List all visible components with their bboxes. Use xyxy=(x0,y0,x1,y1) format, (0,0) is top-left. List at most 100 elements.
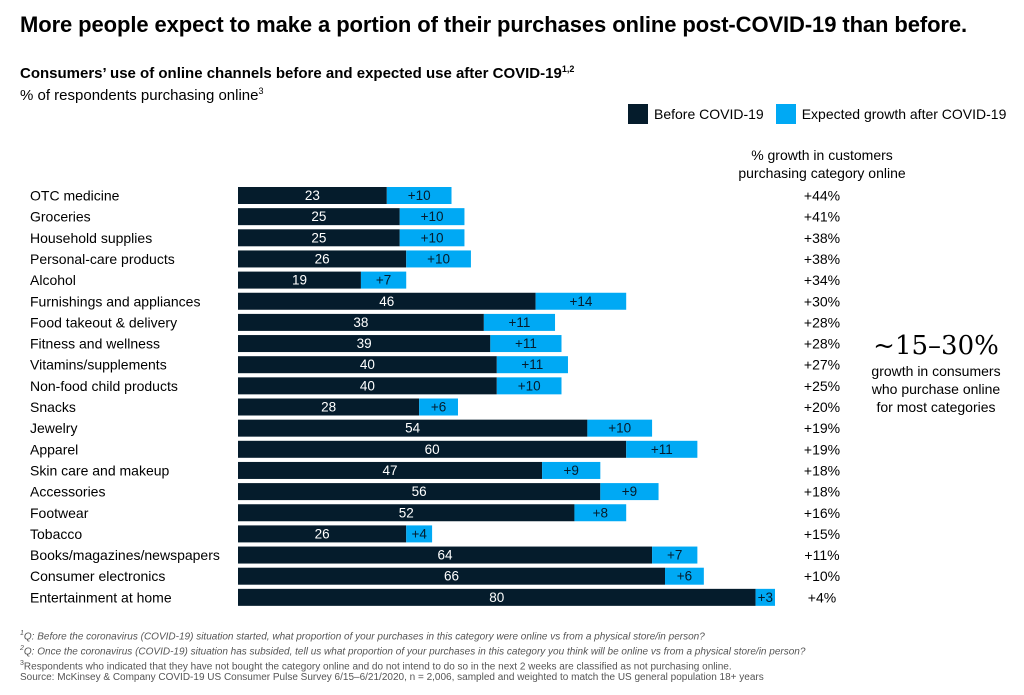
growth-value: +19% xyxy=(804,441,840,457)
legend-label-before: Before COVID-19 xyxy=(654,106,764,122)
category-label: Apparel xyxy=(30,441,78,457)
growth-value: +18% xyxy=(804,462,840,478)
bar-before xyxy=(238,208,400,226)
data-label-after: +6 xyxy=(431,400,446,415)
bar-after xyxy=(496,377,562,395)
data-label-before: 47 xyxy=(383,463,398,478)
data-label-before: 38 xyxy=(353,315,368,330)
data-label-before: 40 xyxy=(360,357,375,372)
bar-before xyxy=(238,313,484,331)
data-label-after: +7 xyxy=(667,548,682,563)
bar-after xyxy=(665,567,704,585)
legend-item-before: Before COVID-19 xyxy=(628,104,764,124)
bar-after xyxy=(490,335,562,353)
data-label-after: +14 xyxy=(569,294,592,309)
callout-value: ~15–30% xyxy=(873,331,999,361)
category-label: Books/magazines/newspapers xyxy=(30,547,220,563)
bar-after xyxy=(406,250,471,268)
data-label-after: +10 xyxy=(518,378,541,393)
footnote-2: 2Q: Once the coronavirus (COVID-19) situ… xyxy=(20,644,806,658)
footnote-1: 1Q: Before the coronavirus (COVID-19) si… xyxy=(20,630,705,643)
growth-value: +38% xyxy=(804,230,840,246)
category-label: Alcohol xyxy=(30,272,76,288)
chart-subtitle: % of respondents purchasing online3 xyxy=(20,86,264,104)
legend-item-after: Expected growth after COVID-19 xyxy=(775,104,1007,124)
chart-title: Consumers’ use of online channels before… xyxy=(20,64,575,82)
data-label-after: +10 xyxy=(421,209,444,224)
data-label-after: +10 xyxy=(421,230,444,245)
growth-value: +30% xyxy=(804,293,840,309)
growth-value: +16% xyxy=(804,505,840,521)
growth-value: +38% xyxy=(804,251,840,267)
category-label: Jewelry xyxy=(30,420,77,436)
bar-before xyxy=(238,567,666,585)
bar-before xyxy=(238,419,588,437)
bar-after xyxy=(587,419,653,437)
growth-value: +11% xyxy=(804,547,839,563)
data-label-after: +10 xyxy=(408,188,431,203)
bar-before xyxy=(238,440,627,458)
category-label: Consumer electronics xyxy=(30,568,165,584)
bar-after xyxy=(360,271,407,289)
data-label-after: +9 xyxy=(564,463,579,478)
category-label: Fitness and wellness xyxy=(30,336,160,352)
bar-before xyxy=(238,292,536,310)
data-label-before: 46 xyxy=(379,294,394,309)
category-label: Footwear xyxy=(30,505,89,521)
data-label-before: 66 xyxy=(444,569,459,584)
data-label-after: +10 xyxy=(427,251,450,266)
data-label-before: 56 xyxy=(412,484,427,499)
category-label: Accessories xyxy=(30,484,105,500)
category-label: Snacks xyxy=(30,399,76,415)
category-label: Food takeout & delivery xyxy=(30,314,177,330)
legend-swatch-after xyxy=(775,104,796,124)
growth-value: +41% xyxy=(804,209,840,225)
data-label-after: +8 xyxy=(593,505,608,520)
bar-before xyxy=(238,504,575,522)
footnote-3: 3Respondents who indicated that they hav… xyxy=(20,659,732,672)
bar-after xyxy=(419,398,458,416)
growth-value: +25% xyxy=(804,378,840,394)
data-label-after: +11 xyxy=(521,357,543,372)
bar-before xyxy=(238,356,497,374)
bar-before xyxy=(238,525,407,543)
data-label-before: 28 xyxy=(321,400,336,415)
data-label-after: +7 xyxy=(376,273,391,288)
growth-value: +15% xyxy=(804,526,840,542)
data-label-before: 26 xyxy=(315,251,330,266)
bar-after xyxy=(574,504,627,522)
growth-value: +10% xyxy=(804,568,840,584)
headline: More people expect to make a portion of … xyxy=(20,12,968,37)
category-label: Furnishings and appliances xyxy=(30,293,200,309)
growth-value: +44% xyxy=(804,188,840,204)
data-label-after: +9 xyxy=(622,484,637,499)
data-label-after: +6 xyxy=(677,569,692,584)
data-label-before: 25 xyxy=(311,230,326,245)
data-label-before: 52 xyxy=(399,505,414,520)
data-label-before: 64 xyxy=(438,548,454,563)
data-label-after: +3 xyxy=(758,590,773,605)
bar-before xyxy=(238,546,653,564)
growth-value: +28% xyxy=(804,314,840,330)
bar-after xyxy=(755,588,776,606)
bar-after xyxy=(483,313,556,331)
growth-value: +27% xyxy=(804,357,840,373)
bar-before xyxy=(238,483,601,501)
data-label-after: +11 xyxy=(651,442,673,457)
growth-column-header: % growth in customers purchasing categor… xyxy=(722,146,922,182)
bar-before xyxy=(238,250,407,268)
data-label-after: +4 xyxy=(411,526,427,541)
data-label-before: 60 xyxy=(425,442,440,457)
category-label: Personal-care products xyxy=(30,251,175,267)
callout: ~15–30% growth in consumers who purchase… xyxy=(856,330,1016,416)
legend-label-after: Expected growth after COVID-19 xyxy=(801,106,1007,122)
data-label-before: 26 xyxy=(315,526,330,541)
bar-before xyxy=(238,271,361,289)
data-label-before: 40 xyxy=(360,378,375,393)
data-label-after: +11 xyxy=(515,336,537,351)
growth-value: +20% xyxy=(804,399,840,415)
bar-before xyxy=(238,187,387,204)
category-label: Groceries xyxy=(30,209,91,225)
bar-before xyxy=(238,335,491,353)
